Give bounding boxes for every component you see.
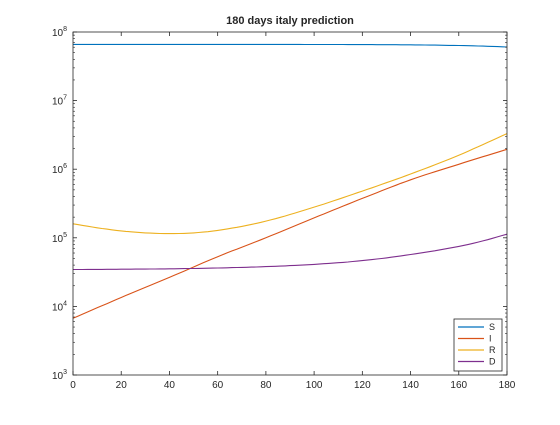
y-tick-label: 108 [52,26,67,39]
legend-box [453,318,503,372]
legend-label-r: R [489,345,496,355]
y-tick-label: 103 [52,369,67,382]
x-tick-label: 20 [116,380,128,391]
x-tick-label: 40 [164,380,176,391]
x-tick-label: 80 [260,380,272,391]
x-tick-label: 0 [70,380,76,391]
series-layer [72,43,508,319]
x-tick-label: 120 [354,380,371,391]
axes-box [72,31,508,376]
axes-layer: 0 20 40 60 80 100 120 140 160 180 103 104 105 106 107 1… [52,26,516,391]
x-tick-label: 180 [499,380,516,391]
legend-label-s: S [489,322,495,332]
y-tick-label: 106 [52,163,67,176]
y-tick-label: 107 [52,95,67,108]
x-tick-label: 100 [306,380,323,391]
series-line-s [73,43,508,48]
legend-label-i: I [489,334,492,344]
chart-title: 180 days italy prediction [226,15,354,27]
y-tick-label: 105 [52,232,67,245]
x-tick-label: 60 [212,380,224,391]
legend-label-d: D [489,357,496,367]
plot-area [73,32,507,375]
series-line-i [72,148,508,319]
y-tick-label: 104 [52,300,67,313]
x-tick-label: 140 [402,380,419,391]
series-line-d [73,233,508,271]
x-tick-label: 160 [450,380,467,391]
series-line-r [72,133,508,235]
